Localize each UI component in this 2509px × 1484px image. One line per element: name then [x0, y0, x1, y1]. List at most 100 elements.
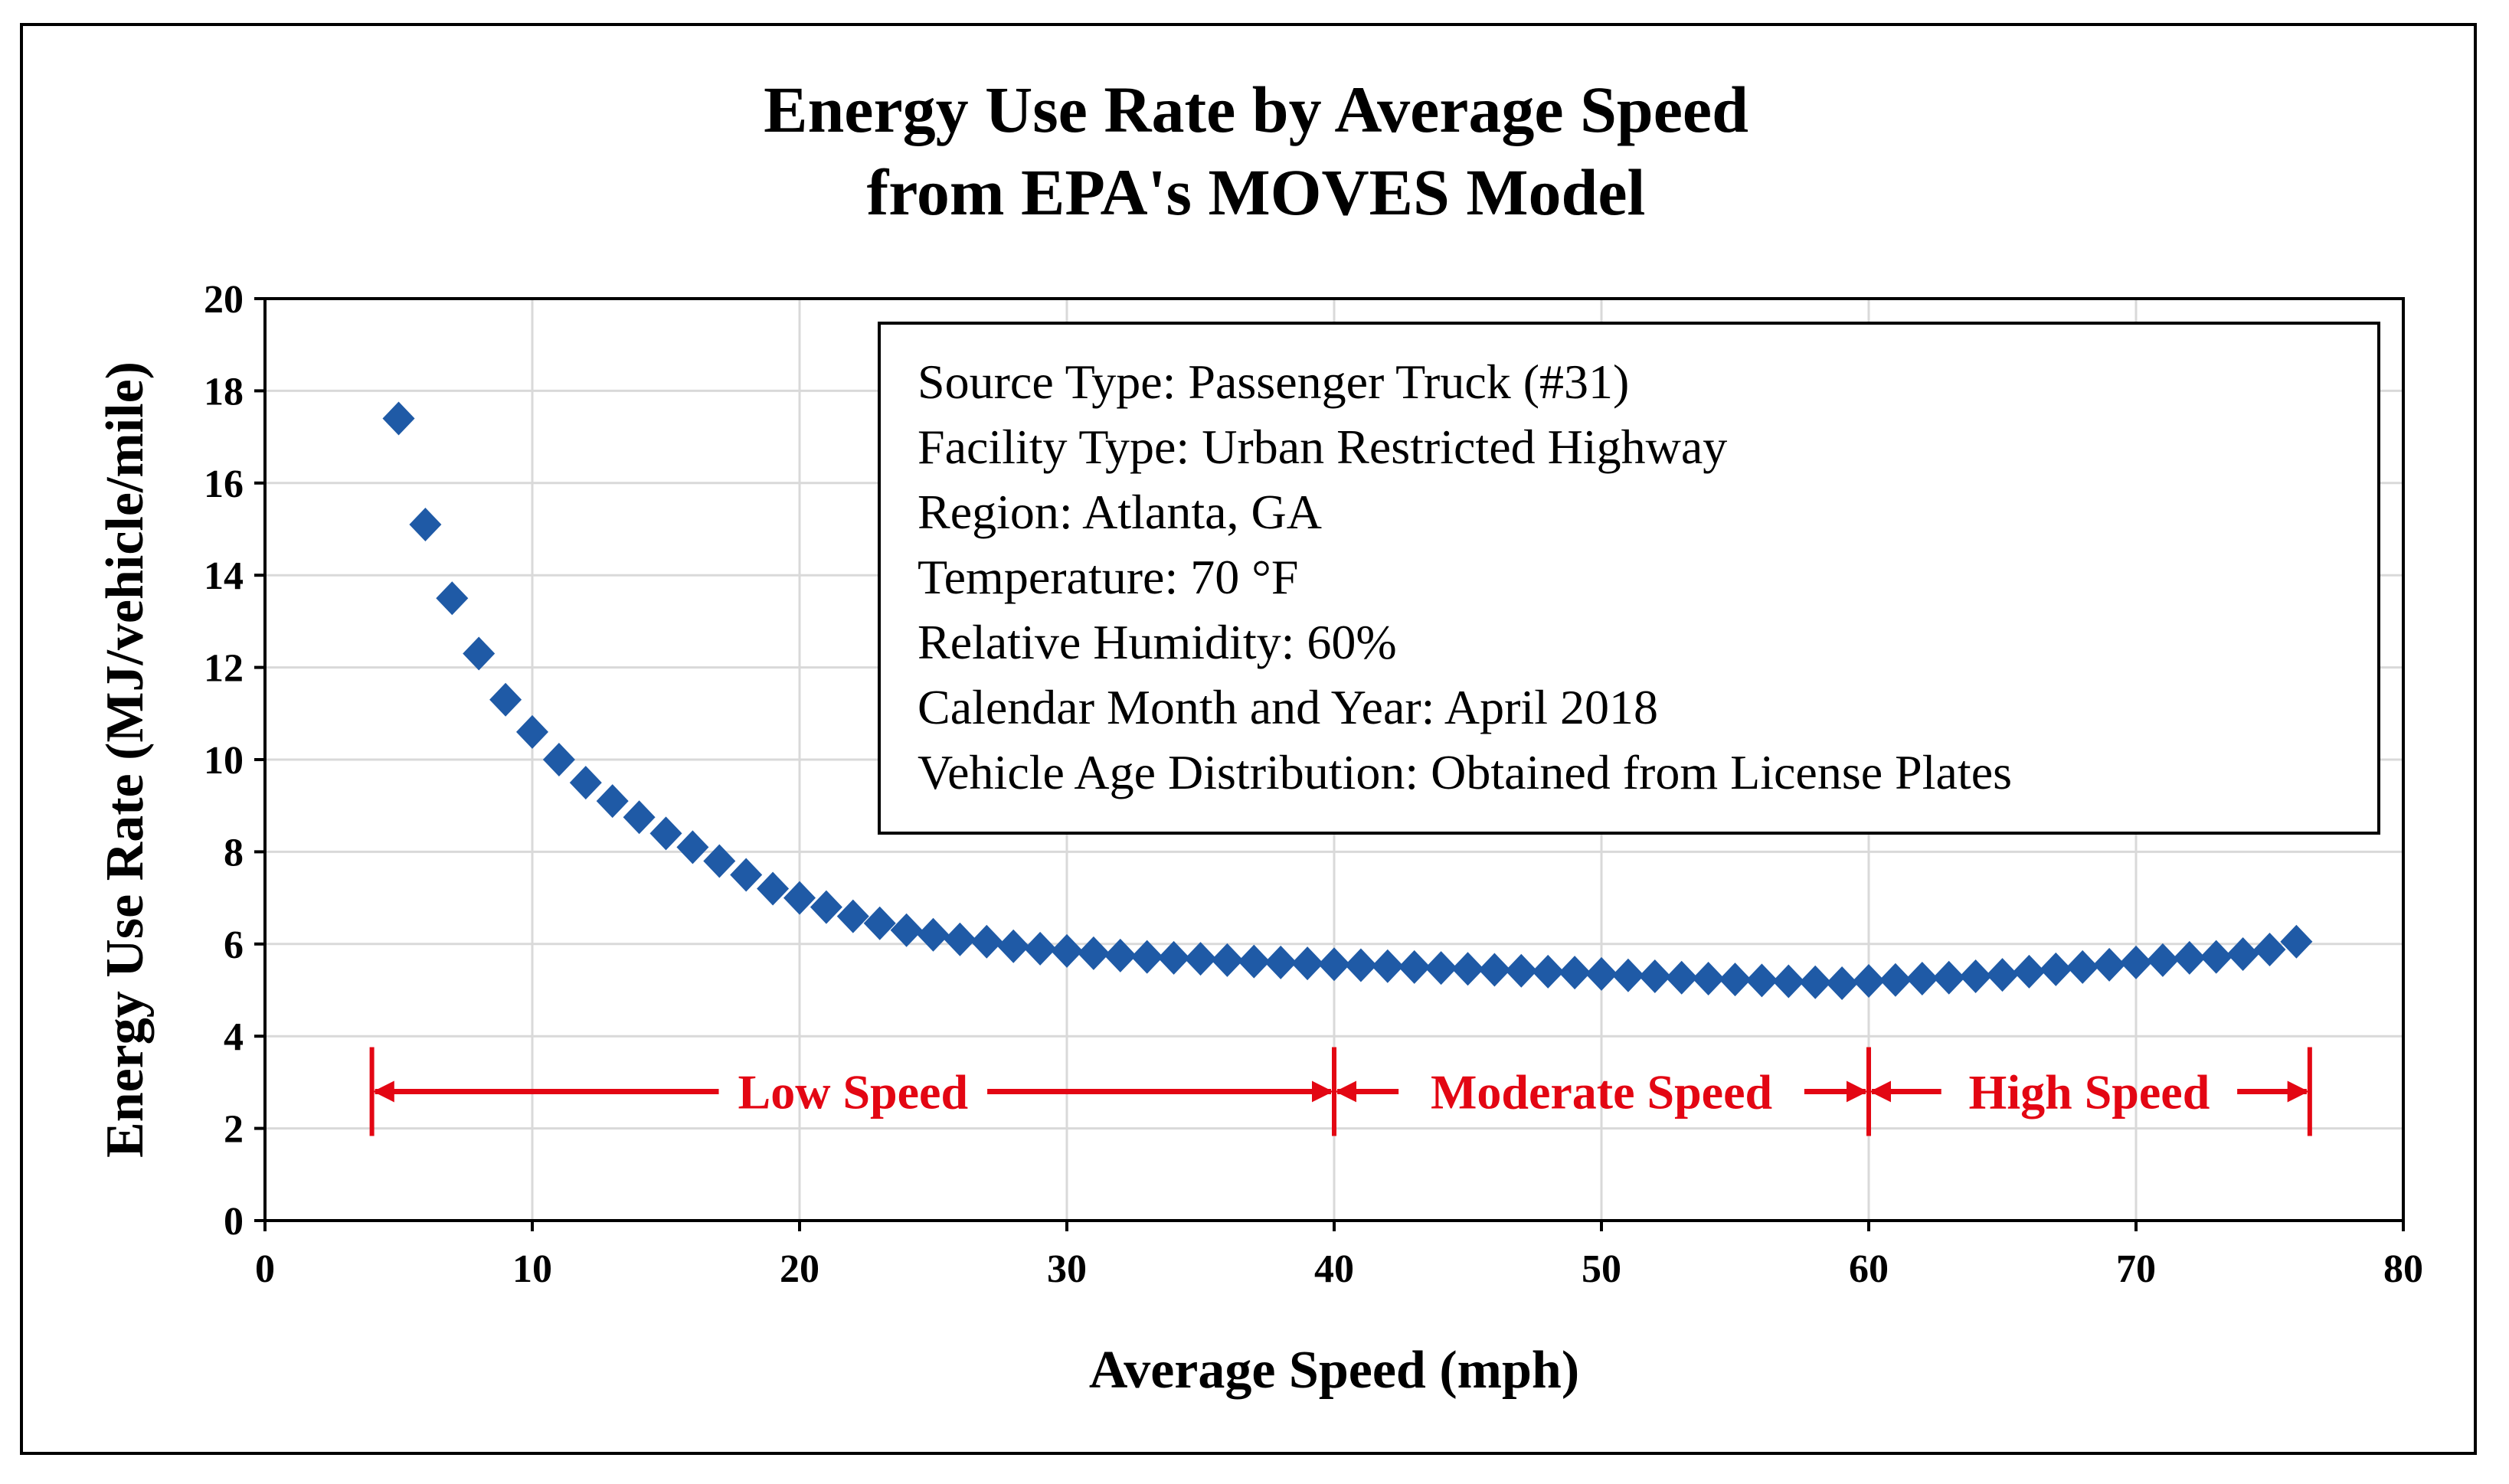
speed-range-label: High Speed — [1969, 1064, 2210, 1119]
y-tick-label: 14 — [204, 554, 244, 598]
data-point — [542, 743, 575, 776]
x-tick-label: 80 — [2383, 1247, 2423, 1291]
data-point — [2200, 940, 2233, 974]
data-point — [1986, 958, 2019, 992]
x-tick-label: 0 — [255, 1247, 275, 1291]
data-point — [1719, 963, 1752, 997]
data-point — [2226, 937, 2259, 972]
data-point — [2093, 947, 2126, 982]
chart-title-line-1: Energy Use Rate by Average Speed — [764, 73, 1748, 146]
y-tick-label: 16 — [204, 463, 244, 506]
data-point — [1264, 945, 1297, 979]
speed-range-annotations: Low Speed Moderate Speed High Speed — [369, 1047, 2312, 1136]
data-point — [2120, 945, 2152, 979]
x-tick-label: 20 — [780, 1247, 819, 1291]
y-tick-label: 6 — [224, 923, 244, 967]
data-point — [436, 581, 469, 616]
data-point — [757, 871, 790, 906]
data-point — [783, 881, 816, 915]
data-point — [1291, 946, 1324, 981]
x-tick-label: 50 — [1582, 1247, 1621, 1291]
data-point — [1371, 949, 1404, 983]
data-points — [382, 401, 2313, 1000]
data-point — [1077, 936, 1110, 970]
info-line-facility-type: Facility Type: Urban Restricted Highway — [918, 420, 1727, 474]
data-point — [1959, 959, 1992, 993]
info-line-age-distribution: Vehicle Age Distribution: Obtained from … — [918, 745, 2012, 799]
data-point — [917, 917, 950, 952]
data-point — [1157, 940, 1190, 975]
info-line-region: Region: Atlanta, GA — [918, 485, 1322, 539]
data-point — [730, 858, 763, 892]
data-point — [2013, 954, 2046, 989]
data-point — [1425, 951, 1457, 986]
data-point — [1238, 944, 1271, 979]
data-point — [890, 913, 923, 947]
data-point — [1853, 963, 1885, 998]
data-point — [1051, 933, 1083, 968]
data-point — [1398, 950, 1431, 984]
x-tick-label: 60 — [1849, 1247, 1889, 1291]
y-axis-title: Energy Use Rate (MJ/vehicle/mile) — [96, 361, 155, 1158]
data-point — [2173, 940, 2206, 975]
data-point — [1665, 960, 1698, 995]
data-point — [382, 401, 415, 436]
data-point — [2253, 933, 2286, 967]
y-tick-label: 2 — [224, 1108, 244, 1152]
data-point — [1024, 931, 1057, 966]
data-point — [1104, 938, 1137, 972]
info-line-calendar: Calendar Month and Year: April 2018 — [918, 680, 1658, 734]
data-point — [836, 899, 869, 933]
data-point — [1826, 966, 1859, 1000]
x-tick-label: 70 — [2116, 1247, 2156, 1291]
info-line-humidity: Relative Humidity: 60% — [918, 615, 1397, 669]
y-tick-label: 12 — [204, 647, 244, 691]
x-axis-title: Average Speed (mph) — [1089, 1341, 1579, 1400]
data-point — [1451, 952, 1484, 986]
data-point — [703, 844, 736, 878]
x-tick-label: 40 — [1314, 1247, 1354, 1291]
y-tick-label: 18 — [204, 370, 244, 413]
speed-range-label: Low Speed — [738, 1064, 969, 1119]
data-point — [1745, 963, 1778, 998]
info-line-temperature: Temperature: 70 °F — [918, 550, 1298, 604]
data-point — [1130, 940, 1163, 974]
info-line-source-type: Source Type: Passenger Truck (#31) — [918, 355, 1629, 409]
data-point — [2040, 952, 2072, 986]
data-point — [1559, 956, 1591, 990]
data-point — [1932, 960, 1965, 995]
info-box-border — [878, 322, 2380, 835]
data-point — [1478, 953, 1511, 987]
data-point — [1344, 948, 1377, 982]
chart-title-line-2: from EPA's MOVES Model — [867, 155, 1646, 229]
data-point — [1585, 956, 1618, 991]
data-point — [997, 929, 1030, 963]
data-point — [489, 682, 522, 717]
data-point — [1638, 959, 1671, 993]
data-point — [944, 922, 976, 956]
data-point — [409, 507, 442, 541]
speed-range-label: Moderate Speed — [1431, 1064, 1772, 1119]
y-tick-label: 8 — [224, 831, 244, 874]
data-point — [1611, 958, 1644, 992]
data-point — [1905, 961, 1938, 995]
data-point — [970, 924, 1003, 959]
data-point — [1318, 947, 1350, 982]
y-tick-label: 20 — [204, 278, 244, 322]
y-tick-label: 4 — [224, 1015, 244, 1059]
data-point — [463, 636, 496, 671]
data-point — [623, 800, 656, 835]
axis-ticks: 0 10 20 30 40 50 60 70 80 0 2 4 6 8 10 12 14 16 18 20 — [204, 278, 2423, 1291]
y-tick-label: 10 — [204, 739, 244, 783]
data-point — [1211, 943, 1244, 977]
data-point — [1184, 942, 1217, 976]
data-point — [1692, 961, 1725, 995]
data-point — [1772, 964, 1805, 999]
y-tick-label: 0 — [224, 1200, 244, 1244]
data-point — [596, 784, 629, 819]
data-point — [810, 890, 842, 924]
data-point — [1532, 954, 1565, 989]
data-point — [1799, 965, 1832, 999]
data-point — [2146, 943, 2179, 977]
